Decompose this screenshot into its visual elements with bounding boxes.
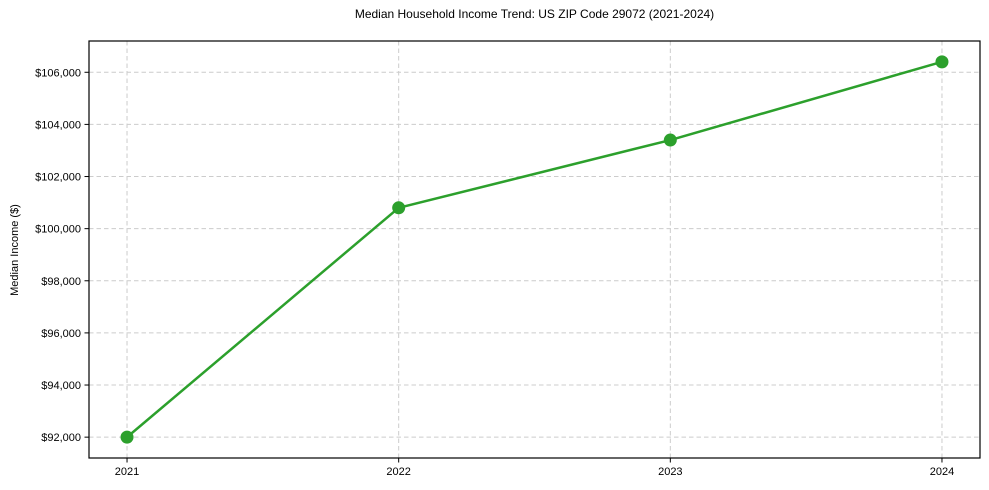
y-tick-label: $92,000: [41, 432, 81, 444]
y-tick-label: $102,000: [35, 172, 81, 184]
chart-title: Median Household Income Trend: US ZIP Co…: [354, 7, 715, 21]
data-point: [392, 201, 406, 215]
x-tick-label: 2021: [115, 466, 139, 478]
y-tick-label: $94,000: [41, 380, 81, 392]
plot-border: [88, 40, 981, 459]
x-tick-label: 2023: [658, 466, 682, 478]
y-tick-label: $98,000: [41, 276, 81, 288]
y-tick-label: $104,000: [35, 119, 81, 131]
x-tick-label: 2022: [386, 466, 410, 478]
trend-line: [125, 60, 944, 439]
y-tick-label: $96,000: [41, 328, 81, 340]
data-point: [663, 133, 677, 147]
x-tick-label: 2024: [930, 466, 954, 478]
data-point: [120, 430, 134, 444]
data-point: [935, 55, 949, 69]
y-tick-label: $100,000: [35, 224, 81, 236]
y-tick-label: $106,000: [35, 67, 81, 79]
